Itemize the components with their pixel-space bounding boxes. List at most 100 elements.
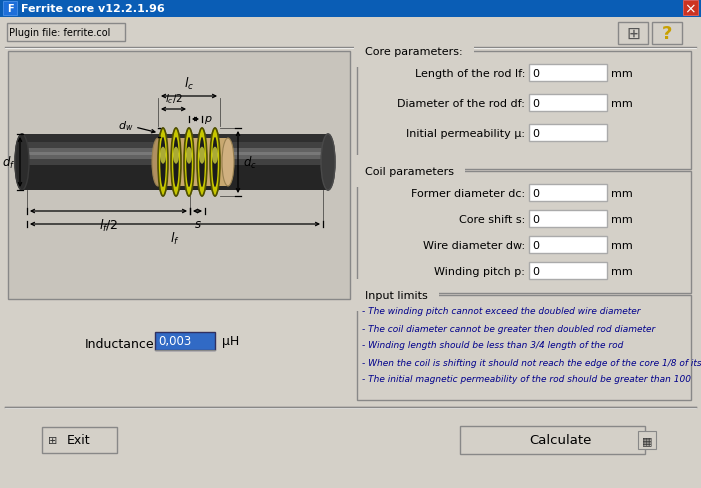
Text: - When the coil is shifting it should not reach the edge of the core 1/8 of its : - When the coil is shifting it should no… [362, 358, 701, 367]
Text: mm: mm [611, 99, 633, 109]
Bar [22, 160, 328, 165]
Ellipse shape [184, 129, 194, 197]
Text: Winding pitch p:: Winding pitch p: [434, 266, 525, 276]
Text: $l_c$: $l_c$ [184, 76, 194, 92]
Ellipse shape [158, 129, 168, 197]
Text: $d_c$: $d_c$ [243, 155, 257, 171]
Bar [529, 237, 607, 253]
Text: μH: μH [222, 335, 239, 348]
Text: Diameter of the rod df:: Diameter of the rod df: [397, 99, 525, 109]
Text: Length of the rod lf:: Length of the rod lf: [414, 69, 525, 79]
Text: - The winding pitch cannot exceed the doubled wire diameter: - The winding pitch cannot exceed the do… [362, 307, 641, 316]
Bar [42, 427, 117, 453]
Bar [0, 0, 701, 18]
Ellipse shape [173, 147, 179, 164]
Text: ×: × [684, 2, 696, 16]
Text: $l_c/2$: $l_c/2$ [165, 92, 182, 106]
Bar [22, 165, 328, 191]
Bar [155, 332, 215, 350]
Ellipse shape [186, 138, 192, 187]
Text: ▦: ▦ [641, 435, 652, 445]
Bar [683, 1, 698, 16]
Bar [652, 23, 682, 45]
Ellipse shape [152, 139, 164, 186]
Text: Former diameter dc:: Former diameter dc: [411, 189, 525, 199]
Text: 0: 0 [532, 129, 539, 139]
Text: mm: mm [611, 69, 633, 79]
Ellipse shape [199, 147, 205, 164]
Text: 0: 0 [532, 99, 539, 109]
Text: F: F [7, 4, 13, 14]
Bar [5, 22, 700, 48]
Text: - The coil diameter cannot be greater then doubled rod diameter: - The coil diameter cannot be greater th… [362, 324, 655, 333]
Text: ⊞: ⊞ [48, 435, 57, 445]
Ellipse shape [184, 129, 194, 197]
Text: mm: mm [611, 215, 633, 224]
Ellipse shape [152, 139, 164, 186]
Bar [22, 135, 328, 142]
Bar [22, 135, 328, 191]
Text: Plugin file: ferrite.col: Plugin file: ferrite.col [9, 28, 110, 38]
Text: mm: mm [611, 241, 633, 250]
Text: Input limits: Input limits [365, 290, 428, 301]
Ellipse shape [321, 135, 335, 191]
Text: - Winding length should be less than 3/4 length of the rod: - Winding length should be less than 3/4… [362, 341, 623, 350]
Bar [460, 426, 645, 454]
Bar [7, 24, 125, 42]
Bar [22, 153, 328, 156]
Text: $l_f/2$: $l_f/2$ [99, 218, 118, 234]
Bar [638, 431, 656, 449]
Text: $p$: $p$ [204, 114, 212, 126]
Text: $d_w$: $d_w$ [118, 119, 133, 133]
Bar [22, 149, 328, 153]
Ellipse shape [210, 129, 220, 197]
Bar [618, 23, 648, 45]
Text: ⊞: ⊞ [626, 25, 640, 43]
Text: ?: ? [662, 25, 672, 43]
Ellipse shape [222, 139, 234, 186]
Bar [357, 295, 691, 400]
Ellipse shape [212, 138, 218, 187]
Bar [3, 2, 17, 16]
Bar [22, 135, 328, 191]
Ellipse shape [160, 147, 166, 164]
Bar [529, 65, 607, 82]
Ellipse shape [199, 138, 205, 187]
Text: Exit: Exit [67, 434, 90, 447]
Ellipse shape [197, 129, 207, 197]
Bar [529, 95, 607, 112]
Ellipse shape [171, 129, 181, 197]
Ellipse shape [321, 135, 335, 191]
Bar [22, 165, 328, 191]
Text: 0: 0 [532, 266, 539, 276]
Text: 0: 0 [532, 241, 539, 250]
Text: 0: 0 [532, 69, 539, 79]
Text: 0: 0 [532, 215, 539, 224]
Ellipse shape [212, 147, 218, 164]
Bar [22, 156, 328, 160]
Bar [22, 142, 328, 149]
Text: Wire diameter dw:: Wire diameter dw: [423, 241, 525, 250]
Ellipse shape [173, 138, 179, 187]
Bar [22, 149, 328, 153]
Text: Ferrite core v12.2.1.96: Ferrite core v12.2.1.96 [21, 4, 165, 14]
Bar [529, 263, 607, 280]
Ellipse shape [197, 129, 207, 197]
Text: mm: mm [611, 189, 633, 199]
Bar [158, 139, 228, 186]
Text: Coil parameters: Coil parameters [365, 167, 454, 177]
Bar [357, 52, 691, 170]
Bar [22, 142, 328, 149]
Text: - The initial magnetic permeability of the rod should be greater than 100: - The initial magnetic permeability of t… [362, 375, 691, 384]
Bar [22, 156, 328, 160]
Bar [529, 184, 607, 202]
Bar [8, 52, 350, 299]
Ellipse shape [15, 135, 29, 191]
Text: Initial permeability μ:: Initial permeability μ: [406, 129, 525, 139]
Bar [529, 210, 607, 227]
Text: $d_f$: $d_f$ [1, 155, 15, 171]
Text: Calculate: Calculate [529, 434, 591, 447]
Bar [529, 125, 607, 142]
Text: $l_f$: $l_f$ [170, 230, 180, 246]
Bar [22, 160, 328, 165]
